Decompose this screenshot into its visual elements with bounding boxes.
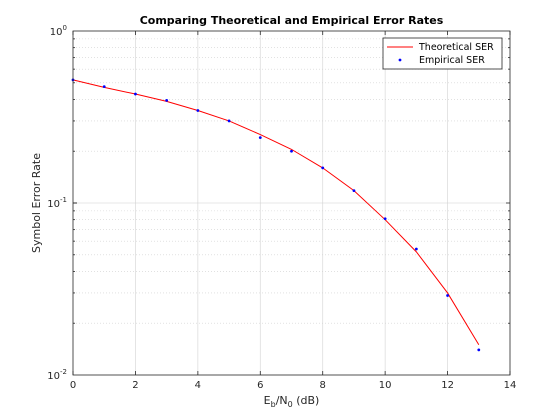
legend-box	[382, 37, 503, 70]
legend-label-empirical: Empirical SER	[419, 55, 485, 66]
empirical-ser-point	[134, 92, 137, 96]
empirical-ser-point	[446, 294, 449, 297]
empirical-ser-point	[321, 166, 325, 170]
x-tick-label: 14	[504, 380, 517, 391]
grid-lines	[73, 31, 510, 375]
y-axis-label: Symbol Error Rate	[30, 153, 43, 253]
y-tick-label: 10-1	[47, 196, 67, 210]
theoretical-ser-line	[72, 79, 480, 345]
empirical-ser-point	[165, 98, 169, 102]
empirical-ser-point	[414, 247, 418, 251]
legend: Theoretical SER Empirical SER	[382, 37, 503, 70]
empirical-ser-point	[102, 85, 106, 89]
empirical-ser-point	[258, 136, 262, 140]
y-tick-label: 10-2	[47, 368, 67, 382]
axis-ticks: 0 2 4 6 8 10 12 14 10-2 10-1 100	[47, 24, 516, 391]
x-tick-label: 4	[195, 380, 201, 391]
chart-title: Comparing Theoretical and Empirical Erro…	[140, 14, 444, 27]
x-axis-label: Eb/N0 (dB)	[264, 394, 320, 409]
x-tick-label: 8	[320, 380, 326, 391]
empirical-ser-point	[227, 119, 231, 123]
legend-marker-empirical	[398, 58, 402, 62]
x-tick-label: 12	[441, 380, 454, 391]
x-tick-label: 2	[132, 380, 138, 391]
empirical-ser-point	[290, 149, 293, 153]
x-tick-label: 0	[70, 380, 76, 391]
empirical-ser-point	[352, 189, 356, 193]
y-tick-label: 100	[50, 24, 67, 38]
empirical-ser-point	[383, 217, 387, 221]
x-tick-label: 6	[257, 380, 263, 391]
series-layer	[71, 78, 481, 352]
empirical-ser-point	[196, 109, 200, 112]
x-tick-label: 10	[379, 380, 392, 391]
legend-label-theoretical: Theoretical SER	[418, 42, 494, 53]
empirical-ser-point	[477, 348, 481, 352]
